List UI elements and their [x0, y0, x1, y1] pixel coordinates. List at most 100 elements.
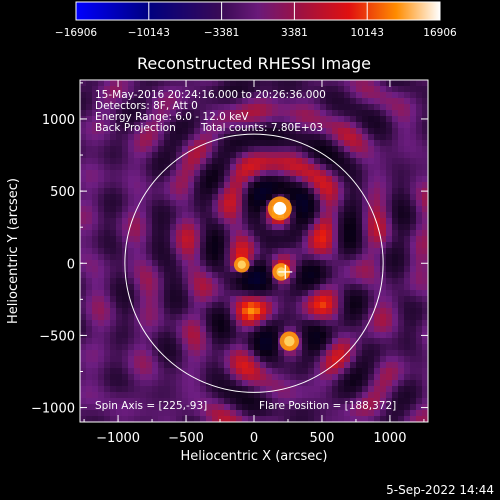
- heatmap-cell: [386, 140, 393, 147]
- heatmap-cell: [170, 320, 177, 327]
- heatmap-cell: [164, 332, 171, 339]
- heatmap-cell: [122, 182, 129, 189]
- heatmap-cell: [206, 338, 213, 345]
- heatmap-cell: [344, 320, 351, 327]
- heatmap-cell: [206, 242, 213, 249]
- heatmap-cell: [338, 140, 345, 147]
- heatmap-cell: [224, 86, 231, 93]
- heatmap-cell: [344, 314, 351, 321]
- heatmap-cell: [140, 386, 147, 393]
- heatmap-cell: [80, 152, 87, 159]
- heatmap-cell: [212, 218, 219, 225]
- heatmap-cell: [248, 278, 255, 285]
- heatmap-cell: [122, 176, 129, 183]
- heatmap-cell: [308, 386, 315, 393]
- heatmap-cell: [278, 374, 285, 381]
- heatmap-cell: [164, 146, 171, 153]
- heatmap-cell: [260, 398, 267, 405]
- heatmap-cell: [374, 254, 381, 261]
- heatmap-cell: [278, 158, 285, 165]
- heatmap-cell: [128, 122, 135, 129]
- heatmap-cell: [302, 398, 309, 405]
- heatmap-cell: [308, 278, 315, 285]
- heatmap-cell: [116, 332, 123, 339]
- heatmap-cell: [332, 344, 339, 351]
- heatmap-cell: [362, 110, 369, 117]
- heatmap-cell: [236, 392, 243, 399]
- heatmap-cell: [416, 206, 423, 213]
- heatmap-cell: [242, 308, 249, 315]
- heatmap-cell: [278, 218, 285, 225]
- heatmap-cell: [212, 338, 219, 345]
- heatmap-cell: [98, 278, 105, 285]
- heatmap-cell: [104, 164, 111, 171]
- heatmap-cell: [164, 344, 171, 351]
- heatmap-cell: [182, 110, 189, 117]
- heatmap-cell: [308, 224, 315, 231]
- heatmap-cell: [416, 164, 423, 171]
- heatmap-cell: [368, 122, 375, 129]
- heatmap-cell: [392, 158, 399, 165]
- heatmap-cell: [404, 332, 411, 339]
- heatmap-cell: [170, 140, 177, 147]
- heatmap-cell: [200, 86, 207, 93]
- heatmap-cell: [188, 242, 195, 249]
- heatmap-cell: [260, 110, 267, 117]
- heatmap-cell: [344, 182, 351, 189]
- heatmap-cell: [410, 122, 417, 129]
- heatmap-cell: [332, 326, 339, 333]
- heatmap-cell: [416, 176, 423, 183]
- heatmap-cell: [344, 224, 351, 231]
- heatmap-cell: [224, 266, 231, 273]
- heatmap-cell: [158, 110, 165, 117]
- heatmap-cell: [158, 254, 165, 261]
- heatmap-cell: [422, 104, 428, 111]
- heatmap-cell: [206, 92, 213, 99]
- heatmap-cell: [254, 182, 261, 189]
- heatmap-cell: [140, 110, 147, 117]
- heatmap-cell: [362, 362, 369, 369]
- heatmap-cell: [308, 158, 315, 165]
- heatmap-cell: [116, 158, 123, 165]
- heatmap-cell: [200, 314, 207, 321]
- heatmap-cell: [404, 368, 411, 375]
- heatmap-cell: [98, 224, 105, 231]
- heatmap-cell: [404, 278, 411, 285]
- heatmap-cell: [314, 230, 321, 237]
- heatmap-cell: [98, 374, 105, 381]
- heatmap-cell: [104, 98, 111, 105]
- heatmap-cell: [182, 272, 189, 279]
- heatmap-cell: [344, 296, 351, 303]
- heatmap-cell: [134, 350, 141, 357]
- heatmap-cell: [230, 248, 237, 255]
- heatmap-cell: [344, 194, 351, 201]
- heatmap-cell: [380, 164, 387, 171]
- heatmap-cell: [410, 134, 417, 141]
- y-tick-label: 1000: [42, 113, 75, 128]
- heatmap-cell: [128, 104, 135, 111]
- heatmap-cell: [272, 356, 279, 363]
- heatmap-cell: [200, 296, 207, 303]
- heatmap-cell: [368, 80, 375, 87]
- heatmap-cell: [362, 398, 369, 405]
- heatmap-cell: [242, 368, 249, 375]
- heatmap-cell: [248, 344, 255, 351]
- heatmap-cell: [404, 86, 411, 93]
- heatmap-cell: [350, 200, 357, 207]
- heatmap-cell: [194, 218, 201, 225]
- heatmap-cell: [344, 92, 351, 99]
- heatmap-cell: [380, 92, 387, 99]
- heatmap-cell: [98, 188, 105, 195]
- heatmap-cell: [152, 296, 159, 303]
- heatmap-cell: [260, 404, 267, 411]
- heatmap-cell: [368, 386, 375, 393]
- heatmap-cell: [326, 164, 333, 171]
- heatmap-cell: [152, 254, 159, 261]
- heatmap-cell: [98, 134, 105, 141]
- heatmap-cell: [350, 266, 357, 273]
- heatmap-cell: [398, 392, 405, 399]
- heatmap-cell: [272, 278, 279, 285]
- heatmap-cell: [140, 230, 147, 237]
- heatmap-cell: [416, 110, 423, 117]
- heatmap-cell: [236, 344, 243, 351]
